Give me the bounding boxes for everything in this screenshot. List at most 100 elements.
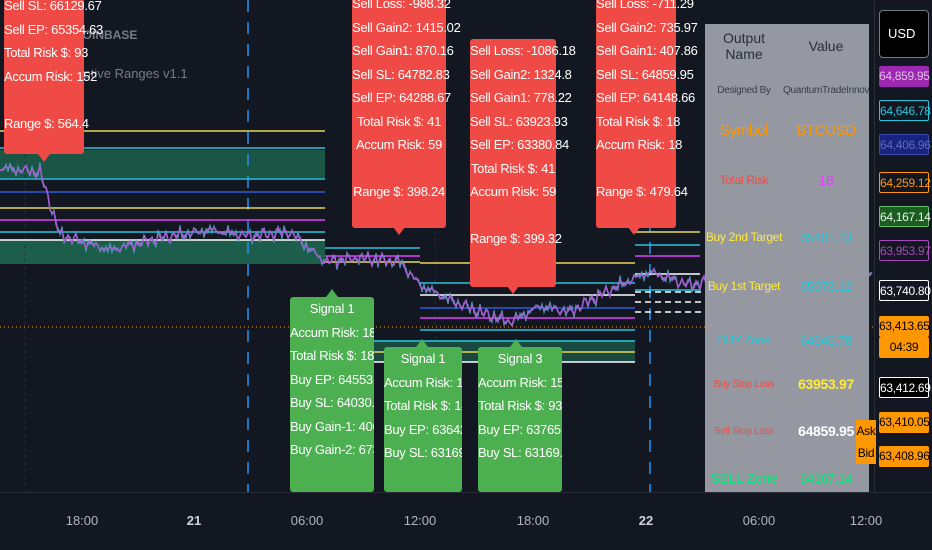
sell1-line-4: Accum Risk: 152 (4, 68, 98, 84)
table-row-value: 65401.23 (800, 229, 852, 245)
buy1-line-5: Buy SL: 64030.59 (290, 395, 374, 410)
price-label: 64,167.14 (879, 206, 931, 227)
sell-callout-4: Sell Loss: -711.29 Sell Gain2: 735.97 Se… (596, 0, 698, 228)
table-row-value: QuantumTradeInnovator (783, 84, 869, 96)
table-row-name: Buy 2nd Target (705, 230, 783, 244)
table-row: Buy 1st Target 65073.12 (705, 276, 869, 296)
table-row-name: Symbol (719, 121, 769, 139)
table-row-name: Total Risk (719, 173, 769, 187)
sell2-line-7: Accum Risk: 59 (355, 137, 443, 152)
table-row: Symbol BTCUSD (705, 120, 869, 140)
sell1-line-5 (4, 88, 84, 112)
time-label: 18:00 (516, 513, 550, 528)
table-row: Buy 2nd Target 65401.23 (705, 227, 869, 247)
time-label: 12:00 (403, 513, 437, 528)
table-row-name: Sell Stop Loss (714, 425, 774, 437)
price-label: 63,740.80 (879, 280, 931, 301)
table-header: Output Name Value (705, 30, 869, 62)
sell-callout-2-tail (393, 227, 405, 235)
buy1-line-1: Signal 1 (309, 301, 355, 316)
sell4-line-1: Sell Loss: -711.29 (596, 0, 694, 11)
sell2-line-6: Total Risk $: 41 (356, 113, 442, 129)
buy-callout-1-tail (326, 289, 338, 297)
currency-button[interactable]: USD (879, 10, 929, 58)
table-row-value: 65073.12 (800, 278, 852, 294)
sell3-line-3: Sell Gain1: 778.22 (470, 90, 572, 105)
sell2-line-9: Range $: 398.24 (353, 184, 445, 199)
zone-fill (0, 150, 325, 178)
output-table: Output Name Value Designed By QuantumTra… (705, 24, 869, 492)
table-row-value: 63953.97 (798, 376, 854, 392)
price-label: 63,408.96 (879, 446, 930, 467)
sell2-line-1: Sell Loss: -988.32 (352, 0, 451, 11)
buy1-line-6: Buy Gain-1: 406.65 (290, 418, 374, 434)
table-row-name: SELL Zone (710, 470, 778, 486)
sell4-line-9: Range $: 479.64 (596, 184, 688, 199)
buy3-line-1: Signal 3 (497, 351, 543, 366)
sell3-line-6: Total Risk $: 41 (470, 160, 556, 176)
time-label: 06:00 (742, 513, 776, 528)
buy2-line-5: Buy SL: 63169.29 (384, 445, 462, 460)
sell-callout-2: Sell Loss: -988.32 Sell Gain2: 1415.02 S… (352, 0, 461, 228)
table-row-name: Buy 1st Target (707, 279, 781, 293)
buy1-line-3: Total Risk $: 18 (290, 348, 374, 363)
buy-callout-2: Signal 1 Accum Risk: 18 Total Risk $: 18… (384, 347, 462, 492)
buy3-line-4: Buy EP: 63765.55 (478, 421, 562, 437)
buy3-line-5: Buy SL: 63169.29 (478, 445, 562, 460)
table-row-name: Buy Stop Loss (713, 378, 775, 390)
zone-fill (0, 240, 325, 264)
time-label: 12:00 (849, 513, 883, 528)
time-axis[interactable]: 18:00 21 06:00 12:00 18:00 22 06:00 12:0… (0, 492, 932, 550)
buy2-line-3: Total Risk $: 18 (384, 398, 462, 413)
table-row-value: 64859.95 (798, 423, 854, 439)
price-label: 64,859.95 (879, 66, 930, 87)
sell1-line-6: Range $: 564.4 (4, 115, 89, 131)
sell4-line-6: Total Risk $: 18 (596, 113, 681, 129)
sell3-line-5: Sell EP: 63380.84 (470, 137, 569, 152)
time-label: 21 (186, 513, 202, 528)
sell3-line-1: Sell Loss: -1086.18 (470, 43, 576, 58)
price-label: 64,406.96 (879, 134, 931, 155)
sell-callout-3: Sell Loss: -1086.18 Sell Gain2: 1324.8 S… (470, 39, 576, 287)
table-row: Designed By QuantumTradeInnovator (705, 80, 869, 100)
buy-callout-3: Signal 3 Accum Risk: 152 Total Risk $: 9… (478, 347, 562, 492)
table-row-value: 18 (818, 172, 834, 188)
buy2-line-4: Buy EP: 63642.46 (384, 421, 462, 437)
table-row: SELL Zone 64167.14 (705, 468, 869, 488)
ask-label: Ask (856, 420, 876, 442)
price-label: 63,413.65 (879, 316, 930, 337)
table-row-value: 64646.78 (800, 332, 852, 348)
chart-area[interactable]: BTCUSD, 5, COINBASE Quantum Adaptive Ran… (0, 0, 874, 492)
buy1-line-7: Buy Gain-2: 673.33 (290, 442, 374, 457)
sell3-line-8 (470, 204, 556, 228)
countdown-label: 04:39 (879, 337, 929, 358)
price-axis[interactable]: USD 64,859.95 64,646.78 64,406.96 64,259… (874, 0, 932, 492)
buy-callout-2-tail (416, 339, 428, 347)
sell4-line-8 (596, 157, 676, 181)
sell2-line-8 (352, 157, 446, 181)
table-header-value: Value (808, 38, 844, 54)
price-chart[interactable] (0, 0, 874, 492)
sell2-line-2: Sell Gain2: 1415.02 (352, 19, 461, 35)
sell3-line-2: Sell Gain2: 1324.8 (470, 66, 572, 82)
sell4-line-5: Sell EP: 64148.66 (596, 90, 695, 105)
sell1-line-3: Total Risk $: 93 (4, 45, 89, 60)
time-label: 22 (638, 513, 654, 528)
sell3-line-9: Range $: 399.32 (470, 231, 562, 246)
sell3-line-7: Accum Risk: 59 (470, 184, 557, 199)
sell4-line-4: Sell SL: 64859.95 (596, 66, 694, 82)
buy1-line-2: Accum Risk: 18 (290, 324, 374, 340)
sell2-line-4: Sell SL: 64782.83 (352, 66, 450, 82)
sell2-line-3: Sell Gain1: 870.16 (352, 43, 454, 58)
table-row: Sell Stop Loss 64859.95 (705, 421, 869, 441)
sell4-line-7: Accum Risk: 18 (596, 137, 683, 152)
buy-callout-1: Signal 1 Accum Risk: 18 Total Risk $: 18… (290, 297, 374, 492)
table-row-name: Designed By (717, 84, 771, 96)
sell4-line-2: Sell Gain2: 735.97 (596, 19, 698, 35)
table-row: Buy Stop Loss 63953.97 (705, 374, 869, 394)
sell2-line-5: Sell EP: 64288.67 (352, 90, 451, 105)
table-row: Total Risk 18 (705, 170, 869, 190)
price-label: 63,412.69 (879, 377, 931, 398)
price-label: 64,646.78 (879, 100, 931, 121)
buy3-line-3: Total Risk $: 93 (478, 398, 562, 413)
